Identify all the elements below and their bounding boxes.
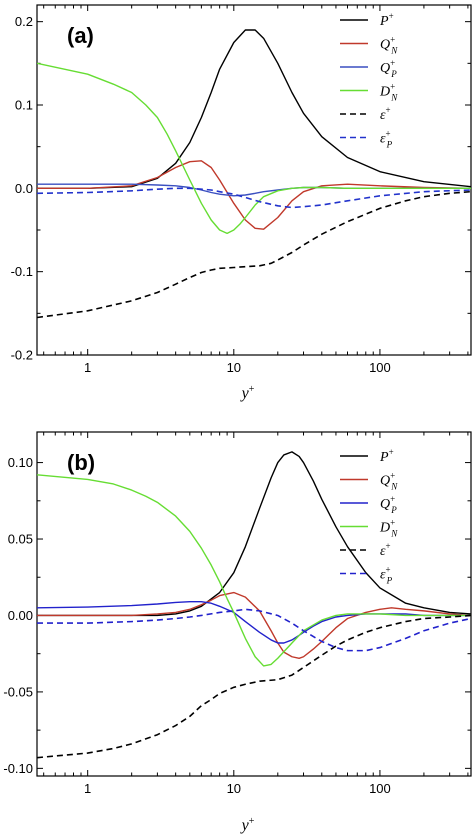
x-axis: 1 10 100 <box>43 5 469 375</box>
legend-label-5: ε+ P <box>380 129 393 150</box>
legend-label-4: ε+ <box>380 105 391 123</box>
legend-label-5: ε+ P <box>380 565 393 586</box>
x-axis-title: y+ <box>240 384 255 402</box>
legend-label-3: D+ N <box>379 82 398 103</box>
legend-label-4: ε+ <box>380 541 391 559</box>
series-line-5 <box>37 187 471 209</box>
y-tick-label: 0.10 <box>8 455 33 470</box>
x-tick-label: 10 <box>227 360 241 375</box>
legend: P+ Q+ N Q+ P D+ N ε+ ε+ P <box>340 11 398 150</box>
series-group <box>37 29 471 319</box>
x-tick-label: 1 <box>84 781 91 796</box>
series-line-4 <box>37 614 471 759</box>
series-line-1 <box>37 160 471 230</box>
series-line-4 <box>37 190 471 319</box>
x-axis: 1 10 100 <box>43 432 469 796</box>
legend: P+ Q+ N Q+ P D+ N ε+ ε+ P <box>340 447 398 586</box>
legend-label-2: Q+ P <box>380 494 397 515</box>
panel-label: (a) <box>67 23 94 48</box>
y-tick-label: -0.1 <box>11 264 33 279</box>
x-tick-label: 10 <box>227 781 241 796</box>
panel-b: 1 10 100 -0.10 -0.05 0.00 0.05 0.10 y+ (b) P+ Q+ N Q+… <box>3 431 472 834</box>
x-tick-label: 1 <box>84 360 91 375</box>
legend-label-0: P+ <box>379 11 394 29</box>
x-tick-label: 100 <box>369 781 391 796</box>
y-tick-label: -0.05 <box>3 684 33 699</box>
x-tick-label: 100 <box>369 360 391 375</box>
legend-label-0: P+ <box>379 447 394 465</box>
y-tick-label: 0.0 <box>15 181 33 196</box>
series-line-0 <box>37 29 471 190</box>
panel-label: (b) <box>67 450 95 475</box>
y-tick-label: -0.2 <box>11 348 33 363</box>
y-tick-label: 0.00 <box>8 608 33 623</box>
y-axis: -0.10 -0.05 0.00 0.05 0.10 <box>3 455 471 776</box>
y-tick-label: -0.10 <box>3 761 33 776</box>
series-line-3 <box>37 474 471 667</box>
plot-frame <box>36 4 472 356</box>
panel-a: 1 10 100 -0.2 -0.1 0.0 0.1 0.2 y+ (a) P+ Q+ N Q+ P D+ N ε… <box>11 4 472 402</box>
series-line-5 <box>37 608 471 652</box>
y-tick-label: 0.2 <box>15 14 33 29</box>
series-line-1 <box>37 591 471 659</box>
y-tick-label: 0.1 <box>15 98 33 113</box>
series-line-3 <box>37 62 471 235</box>
y-axis: -0.2 -0.1 0.0 0.1 0.2 <box>11 14 471 363</box>
legend-label-3: D+ N <box>379 518 398 539</box>
legend-label-1: Q+ N <box>380 471 398 492</box>
legend-label-2: Q+ P <box>380 58 397 79</box>
x-axis-title: y+ <box>240 816 255 834</box>
plot-frame <box>36 431 472 777</box>
legend-label-1: Q+ N <box>380 35 398 56</box>
series-group <box>37 451 471 759</box>
series-line-0 <box>37 451 471 617</box>
y-tick-label: 0.05 <box>8 532 33 547</box>
